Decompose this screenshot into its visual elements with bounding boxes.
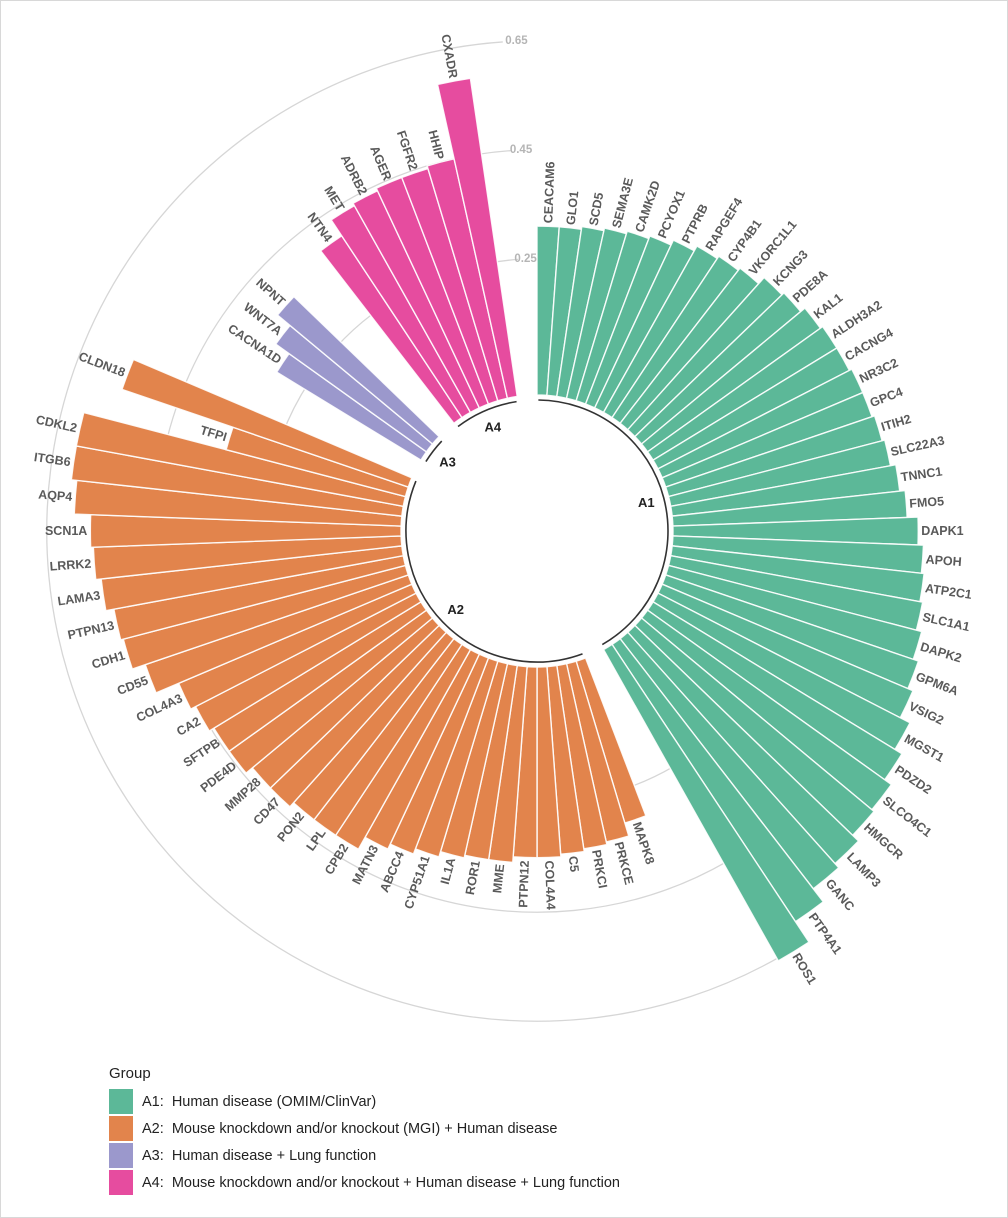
bar-label-cpb2: CPB2	[322, 841, 351, 877]
bar-label-ager: AGER	[367, 144, 394, 183]
bar-label-cdh1: CDH1	[90, 648, 127, 671]
bar-label-ptp4a1: PTP4A1	[806, 910, 845, 957]
bar-label-ptpn13: PTPN13	[66, 618, 115, 642]
legend-swatch-a4	[109, 1170, 133, 1195]
legend-title: Group	[109, 1065, 151, 1082]
bar-cldn18	[121, 358, 413, 488]
legend-swatch-a3	[109, 1143, 133, 1168]
bar-label-kal1: KAL1	[811, 291, 845, 322]
group-label-a2: A2	[447, 602, 464, 617]
group-label-a3: A3	[439, 454, 456, 469]
bar-label-matn3: MATN3	[350, 843, 382, 887]
legend-label-a4: A4: Mouse knockdown and/or knockout + Hu…	[142, 1174, 620, 1191]
bar-label-sema3e: SEMA3E	[609, 176, 636, 229]
y-tick-label: 0.45	[510, 144, 533, 156]
bar-label-prkce: PRKCE	[612, 840, 637, 886]
legend-swatch-a2	[109, 1116, 133, 1141]
bar-label-col4a3: COL4A3	[134, 691, 185, 725]
group-arc-a2	[405, 480, 583, 663]
bar-label-cyp51a1: CYP51A1	[402, 854, 433, 911]
bar-label-dapk1: DAPK1	[921, 524, 963, 538]
legend: Group A1: Human disease (OMIM/ClinVar) A…	[109, 1065, 620, 1196]
legend-label-a3: A3: Human disease + Lung function	[142, 1147, 377, 1164]
bar-label-ror1: ROR1	[463, 859, 483, 896]
bar-label-ganc: GANC	[823, 876, 857, 913]
bar-label-scn1a: SCN1A	[45, 524, 87, 538]
bar-label-tfpi: TFPI	[198, 423, 228, 444]
bar-label-mmp28: MMP28	[222, 775, 263, 814]
bar-label-apoh: APOH	[925, 552, 962, 569]
bar-cxadr	[436, 77, 518, 400]
bar-label-vsig2: VSIG2	[907, 699, 946, 727]
bar-label-fmo5: FMO5	[909, 494, 945, 511]
bar-label-glo1: GLO1	[564, 190, 582, 225]
legend-item-a4: A4: Mouse knockdown and/or knockout + Hu…	[109, 1169, 620, 1196]
group-arc-a1	[538, 399, 669, 646]
bar-label-met: MET	[321, 184, 347, 214]
legend-swatch-a1	[109, 1089, 133, 1114]
bar-label-gpc4: GPC4	[868, 385, 905, 410]
group-arc-a4	[457, 400, 517, 428]
bar-label-prkci: PRKCI	[589, 849, 610, 890]
bar-ros1	[602, 643, 810, 962]
bar-label-col4a4: COL4A4	[542, 860, 558, 910]
legend-item-a2: A2: Mouse knockdown and/or knockout (MGI…	[109, 1115, 620, 1142]
group-arc-a3	[425, 440, 443, 463]
bar-label-pon2: PON2	[275, 809, 308, 844]
bar-label-mgst1: MGST1	[902, 732, 946, 765]
bar-label-nr3c2: NR3C2	[857, 356, 900, 386]
bar-label-tnnc1: TNNC1	[900, 464, 943, 484]
bar-label-dapk2: DAPK2	[919, 640, 964, 666]
bar-label-ca2: CA2	[174, 714, 203, 738]
bar-label-npnt: NPNT	[253, 276, 288, 309]
bar-label-cd55: CD55	[115, 673, 150, 698]
y-tick-label: 0.25	[514, 253, 537, 265]
legend-label-a2: A2: Mouse knockdown and/or knockout (MGI…	[142, 1120, 558, 1137]
bar-label-cxadr: CXADR	[438, 33, 460, 79]
bar-label-slc1a1: SLC1A1	[921, 610, 971, 634]
bar-label-hmgcr: HMGCR	[861, 820, 906, 862]
bar-label-slco4c1: SLCO4C1	[880, 794, 934, 840]
group-label-a1: A1	[638, 495, 655, 510]
bar-label-ptpn12: PTPN12	[516, 860, 532, 908]
legend-item-a1: A1: Human disease (OMIM/ClinVar)	[109, 1088, 620, 1115]
bar-cdkl2	[75, 411, 407, 508]
bar-label-fgfr2: FGFR2	[394, 129, 420, 172]
bar-label-aqp4: AQP4	[38, 488, 73, 504]
bar-label-ntn4: NTN4	[305, 210, 335, 245]
bar-label-atp2c1: ATP2C1	[924, 581, 973, 602]
grid-circle	[46, 41, 783, 1022]
bar-label-sftpb: SFTPB	[181, 736, 223, 770]
bar-label-lpl: LPL	[304, 826, 329, 854]
bar-label-hhip: HHIP	[425, 129, 446, 161]
bar-label-ros1: ROS1	[789, 951, 819, 987]
bar-label-c5: C5	[566, 855, 582, 872]
bar-label-lamp3: LAMP3	[844, 850, 884, 890]
bar-label-mme: MME	[490, 863, 507, 894]
bar-label-ceacam6: CEACAM6	[541, 161, 557, 223]
bar-label-il1a: IL1A	[438, 856, 458, 886]
bar-label-scd5: SCD5	[587, 191, 607, 226]
bar-label-itgb6: ITGB6	[33, 450, 72, 469]
group-label-a4: A4	[484, 420, 501, 435]
legend-label-a1: A1: Human disease (OMIM/ClinVar)	[142, 1093, 377, 1110]
bar-label-pdzd2: PDZD2	[892, 763, 934, 797]
bar-label-gpm6a: GPM6A	[914, 670, 961, 699]
bar-label-mapk8: MAPK8	[630, 820, 657, 866]
bar-label-cldn18: CLDN18	[77, 349, 127, 379]
bar-npnt	[276, 295, 441, 445]
bar-label-adrb2: ADRB2	[338, 153, 370, 198]
bar-label-pde4d: PDE4D	[198, 759, 240, 796]
legend-item-a3: A3: Human disease + Lung function	[109, 1142, 620, 1169]
bar-label-itih2: ITIH2	[879, 412, 912, 434]
bar-label-lrrk2: LRRK2	[49, 557, 92, 574]
bar-label-slc22a3: SLC22A3	[889, 433, 946, 459]
y-tick-label: 0.65	[505, 35, 528, 47]
bar-label-lama3: LAMA3	[57, 588, 102, 608]
